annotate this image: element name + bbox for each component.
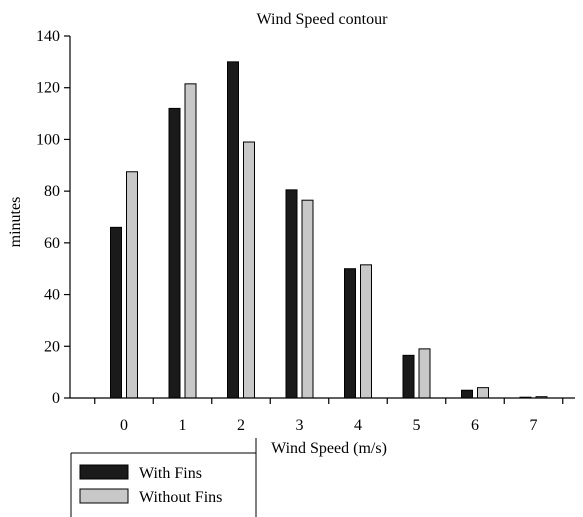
bar-without-fins <box>126 171 138 399</box>
x-ticks: 0 1 2 3 4 5 6 7 <box>94 398 564 434</box>
x-tick-label: 2 <box>237 417 245 434</box>
axes-layer <box>69 36 575 399</box>
bar-without-fins <box>360 264 372 399</box>
legend-label: Without Fins <box>139 489 222 506</box>
bar-with-fins <box>461 389 473 399</box>
y-tick-label: 0 <box>52 390 60 407</box>
x-tick-label: 6 <box>471 417 479 434</box>
y-tick-label: 20 <box>44 338 60 355</box>
chart-title: Wind Speed contour <box>257 11 389 28</box>
legend-swatch-with-fins <box>79 464 129 480</box>
legend-label: With Fins <box>139 465 202 482</box>
y-tick-label: 100 <box>36 131 60 148</box>
x-tick-label: 4 <box>354 417 362 434</box>
bar-without-fins <box>477 387 489 399</box>
x-tick-label: 7 <box>530 417 538 434</box>
y-tick-label: 60 <box>44 235 60 252</box>
bar-without-fins <box>301 199 314 399</box>
bar-without-fins <box>418 348 431 399</box>
y-tick-label: 140 <box>36 28 60 45</box>
bar-with-fins <box>402 354 415 399</box>
legend: With Fins Without Fins <box>70 438 257 517</box>
bars-layer <box>110 61 548 399</box>
bar-with-fins <box>168 107 181 399</box>
x-tick-label: 0 <box>120 417 128 434</box>
bar-without-fins <box>243 141 255 399</box>
x-tick-label: 1 <box>179 417 187 434</box>
y-tick-label: 120 <box>36 80 60 97</box>
bar-with-fins <box>227 61 239 399</box>
y-axis-title: minutes <box>7 197 24 248</box>
y-ticks: 0 20 40 60 80 100 120 140 <box>36 28 70 407</box>
y-tick-label: 40 <box>44 287 60 304</box>
bar-with-fins <box>110 226 122 399</box>
x-tick-label: 3 <box>296 417 304 434</box>
bar-with-fins <box>344 268 356 399</box>
y-tick-label: 80 <box>44 183 60 200</box>
bar-without-fins <box>184 83 197 399</box>
x-tick-label: 5 <box>413 417 421 434</box>
bar-with-fins <box>285 189 298 399</box>
x-axis-title: Wind Speed (m/s) <box>271 440 387 457</box>
legend-items: With Fins Without Fins <box>79 464 222 506</box>
legend-swatch-without-fins <box>79 488 129 504</box>
